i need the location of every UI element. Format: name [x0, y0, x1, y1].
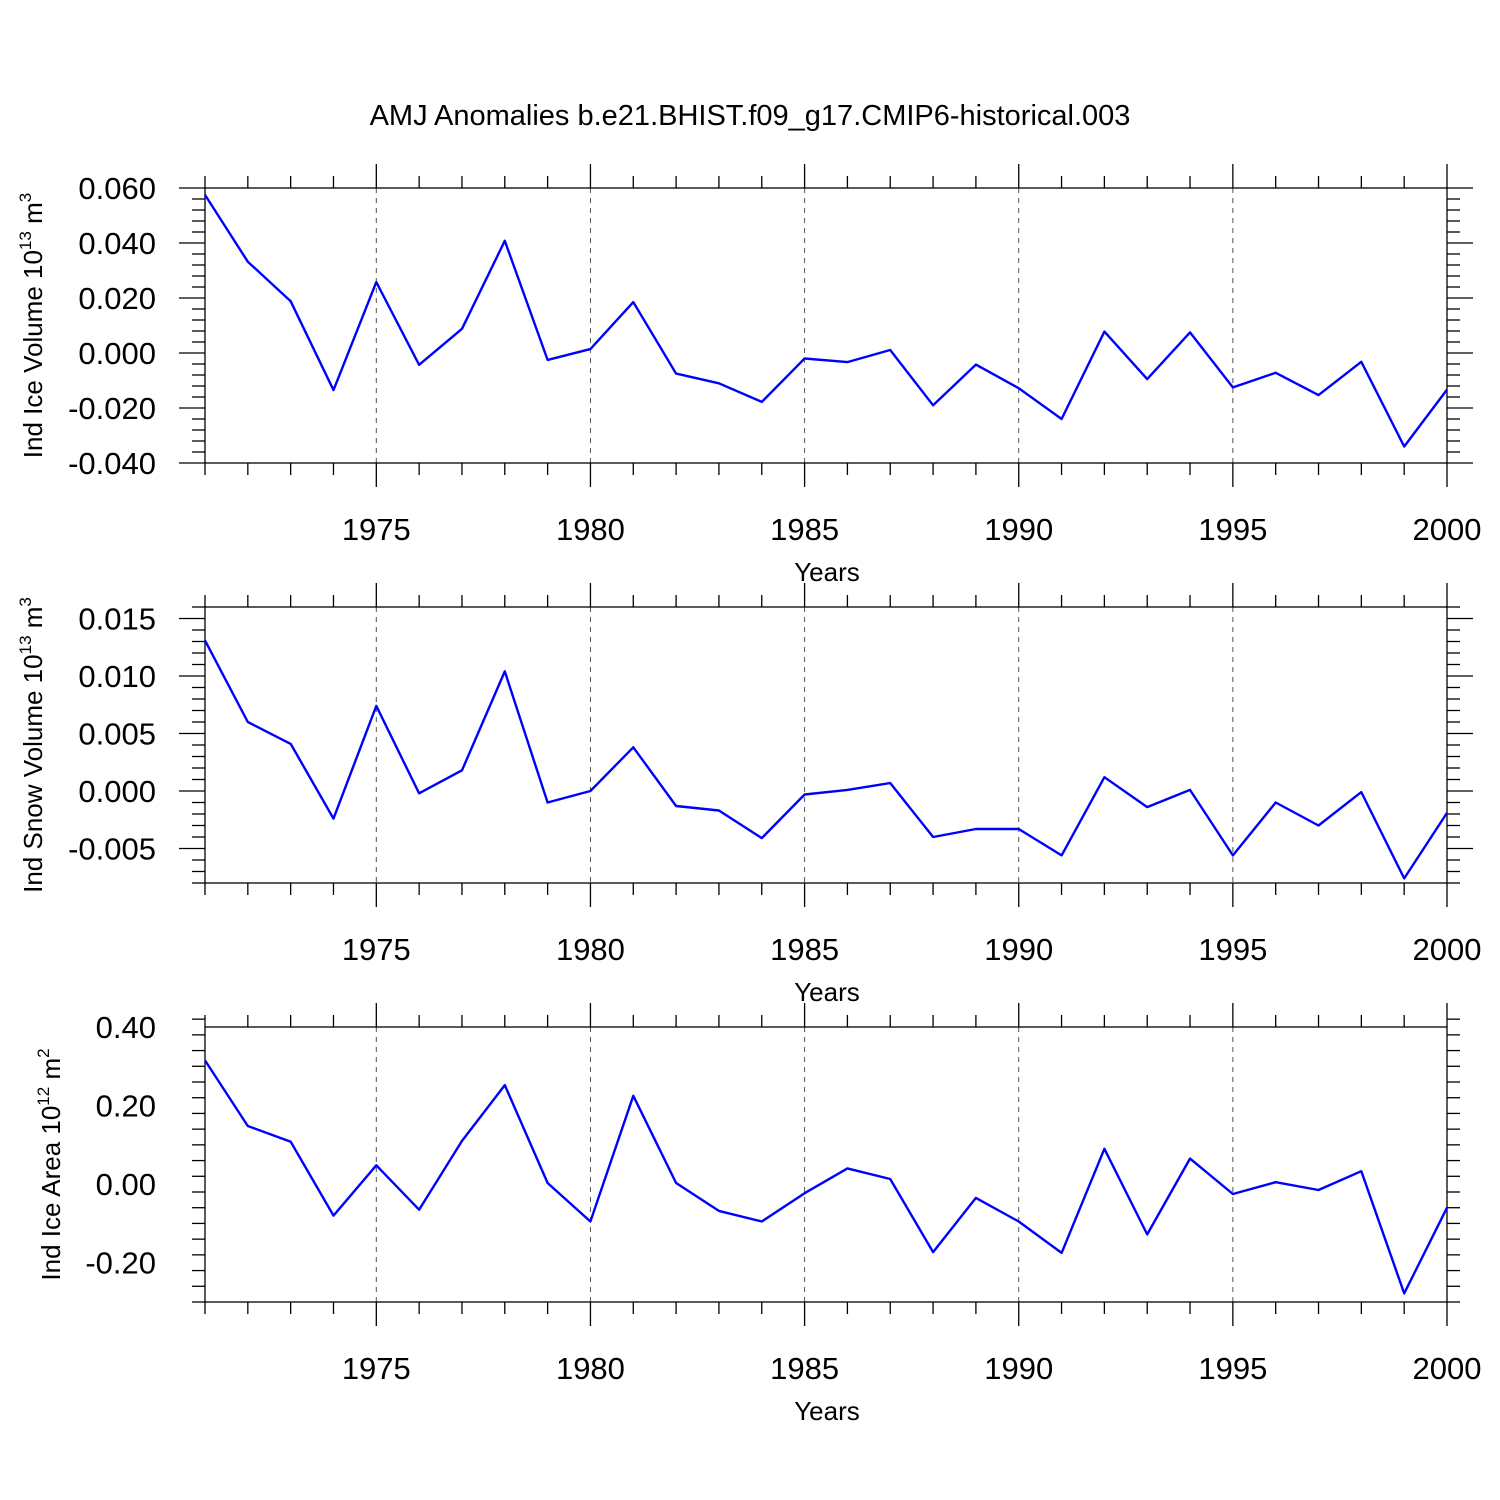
panels: 1975 1980 1985 1990 1995 2000 Years 0.060 0.040 0… — [16, 164, 1481, 1426]
y-axis-title-exponent: 13 — [16, 635, 35, 654]
y-tick-label: 0.060 — [78, 171, 156, 206]
y-axis-title-exponent: 13 — [16, 231, 35, 250]
y-tick-label: 0.00 — [96, 1167, 156, 1202]
x-tick-label: 1985 — [770, 1351, 839, 1386]
y-tick-label: -0.005 — [68, 832, 156, 867]
y-tick-label: -0.20 — [85, 1246, 156, 1281]
y-axis-title-unit-exponent: 3 — [16, 597, 35, 606]
x-axis-title: Years — [794, 977, 860, 1007]
x-tick-label: 1980 — [556, 932, 625, 967]
x-tick-label: 2000 — [1413, 1351, 1482, 1386]
x-tick-label: 1985 — [770, 932, 839, 967]
y-tick-label: 0.40 — [96, 1010, 156, 1045]
panel-2: 1975 1980 1985 1990 1995 2000 Years 0.015 0.010 0… — [16, 583, 1481, 1007]
plot-frame — [204, 606, 1448, 884]
y-axis-title: Ind Ice Area 1012 m2 — [34, 1048, 66, 1280]
y-tick-label: 0.020 — [78, 281, 156, 316]
y-axis-title-unit-exponent: 3 — [16, 193, 35, 202]
y-tick-label: 0.010 — [78, 659, 156, 694]
x-tick-label: 1980 — [556, 512, 625, 547]
y-tick-label: 0.015 — [78, 602, 156, 637]
x-tick-label: 1985 — [770, 512, 839, 547]
y-axis-title-unit: m — [36, 1058, 66, 1087]
x-tick-label: 1995 — [1198, 1351, 1267, 1386]
x-tick-label: 1975 — [342, 932, 411, 967]
y-axis-title-exponent: 12 — [34, 1087, 53, 1106]
x-tick-label: 1975 — [342, 1351, 411, 1386]
y-axis-title-unit: m — [18, 202, 48, 231]
x-tick-label: 1975 — [342, 512, 411, 547]
x-axis-title: Years — [794, 1396, 860, 1426]
y-tick-label: 0.20 — [96, 1089, 156, 1124]
x-tick-label: 1995 — [1198, 512, 1267, 547]
y-tick-label: 0.000 — [78, 774, 156, 809]
panel-3: 1975 1980 1985 1990 1995 2000 Years 0.40 0.20 0.0… — [34, 1003, 1481, 1426]
y-axis-title-text: Ind Snow Volume 10 — [18, 654, 48, 893]
x-axis-title: Years — [794, 557, 860, 587]
plot-frame — [204, 1026, 1448, 1303]
x-tick-label: 1990 — [984, 932, 1053, 967]
y-axis-title-unit: m — [18, 607, 48, 636]
series-line — [203, 1059, 1449, 1295]
y-tick-label: 0.040 — [78, 226, 156, 261]
y-axis-title: Ind Ice Volume 1013 m3 — [16, 193, 48, 458]
y-axis-title-text: Ind Ice Area 10 — [36, 1106, 66, 1281]
x-tick-label: 1990 — [984, 512, 1053, 547]
x-tick-label: 2000 — [1413, 512, 1482, 547]
y-axis-title: Ind Snow Volume 1013 m3 — [16, 597, 48, 893]
series-line — [203, 194, 1448, 448]
x-tick-label: 2000 — [1413, 932, 1482, 967]
x-tick-label: 1980 — [556, 1351, 625, 1386]
plot-frame — [204, 187, 1448, 464]
y-axis-title-unit-exponent: 2 — [34, 1048, 53, 1057]
y-tick-label: 0.000 — [78, 336, 156, 371]
y-tick-label: -0.040 — [68, 446, 156, 481]
x-tick-label: 1995 — [1198, 932, 1267, 967]
chart-title: AMJ Anomalies b.e21.BHIST.f09_g17.CMIP6-… — [370, 100, 1131, 132]
y-axis-title-text: Ind Ice Volume 10 — [18, 250, 48, 458]
x-tick-label: 1990 — [984, 1351, 1053, 1386]
series-line — [203, 639, 1449, 880]
y-tick-label: -0.020 — [68, 391, 156, 426]
y-tick-label: 0.005 — [78, 717, 156, 752]
panel-1: 1975 1980 1985 1990 1995 2000 Years 0.060 0.040 0… — [16, 164, 1481, 587]
